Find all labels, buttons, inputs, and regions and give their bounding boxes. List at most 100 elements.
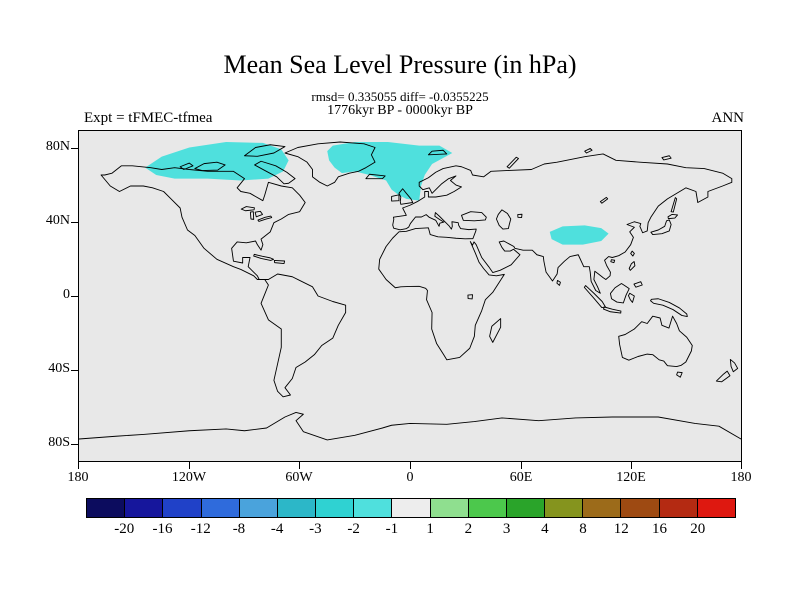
colorbar-tick-label: 8 bbox=[579, 521, 587, 537]
coastline-greenland bbox=[284, 141, 376, 187]
colorbar-cell bbox=[238, 499, 277, 517]
coastline-taiwan bbox=[630, 250, 635, 257]
colorbar-labels: -20 -16 -12 -8 -4 -3 -2 -1 1 2 3 4 8 12 … bbox=[86, 521, 736, 539]
coastline-new-siberian-islands bbox=[661, 155, 672, 161]
lake-aral bbox=[517, 213, 523, 218]
coastline-baffin-island bbox=[254, 160, 296, 185]
coastline-sakhalin bbox=[670, 197, 678, 213]
colorbar-tick-label: -20 bbox=[114, 521, 135, 537]
coastline-ellesmere-island bbox=[244, 144, 286, 157]
y-axis-label: 80S bbox=[48, 435, 70, 450]
colorbar-cell bbox=[162, 499, 201, 517]
coastline-sumatra bbox=[583, 285, 606, 309]
coastline-new-zealand-north bbox=[729, 358, 739, 373]
x-axis-label: 180 bbox=[730, 470, 752, 485]
anomaly-region-tibet bbox=[549, 225, 609, 245]
colorbar-cell bbox=[124, 499, 163, 517]
map-plot-area bbox=[78, 130, 742, 462]
coastline-australia bbox=[618, 315, 693, 368]
coastline-antarctica bbox=[79, 411, 741, 441]
axis-tick bbox=[71, 370, 78, 371]
axis-tick bbox=[71, 444, 78, 445]
anomaly-region-greenland-norwegian-sea bbox=[327, 142, 453, 201]
coastline-borneo bbox=[609, 283, 630, 304]
colorbar-tick-label: 12 bbox=[613, 521, 629, 537]
coastlines-layer bbox=[79, 141, 741, 441]
coastline-afro-eurasia bbox=[378, 153, 733, 361]
stats-line: rmsd= 0.335055 diff= -0.0355225 bbox=[311, 89, 489, 104]
coastline-new-guinea bbox=[650, 298, 688, 317]
x-axis-label: 60W bbox=[285, 470, 313, 485]
coastline-new-zealand-south bbox=[715, 370, 731, 383]
coastline-tasmania bbox=[676, 371, 683, 378]
colorbar-tick-label: 4 bbox=[541, 521, 549, 537]
colorbar bbox=[86, 498, 736, 518]
coastline-victoria-island bbox=[194, 161, 226, 172]
lake-victoria bbox=[467, 294, 473, 300]
colorbar-cell bbox=[544, 499, 583, 517]
world-map-svg bbox=[79, 131, 741, 461]
x-axis-label: 120W bbox=[171, 470, 207, 485]
coastline-luzon bbox=[628, 261, 636, 271]
anomaly-region-canadian-arctic bbox=[145, 142, 289, 181]
coastline-iceland bbox=[365, 173, 386, 180]
coastline-novaya-zemlya bbox=[506, 156, 519, 169]
y-axis-label: 80N bbox=[45, 139, 70, 154]
coastline-hispaniola bbox=[273, 259, 286, 265]
experiment-label: Expt = tFMEC-tfmea bbox=[84, 110, 213, 126]
colorbar-tick-label: 2 bbox=[464, 521, 473, 537]
colorbar-tick-label: -4 bbox=[270, 521, 284, 537]
colorbar-cell bbox=[315, 499, 354, 517]
coastline-caspian-sea bbox=[495, 209, 512, 230]
coastline-madagascar bbox=[489, 318, 502, 343]
lake-superior bbox=[240, 206, 255, 212]
coastline-britain bbox=[398, 188, 414, 205]
colorbar-cell bbox=[200, 499, 239, 517]
coastline-cuba bbox=[253, 253, 275, 261]
axis-tick bbox=[71, 222, 78, 223]
lake-erie-ontario bbox=[257, 215, 273, 222]
coastline-sri-lanka bbox=[556, 279, 561, 286]
coastline-hainan bbox=[610, 259, 616, 264]
axis-tick bbox=[631, 462, 632, 469]
anomaly-layer bbox=[145, 142, 609, 245]
coastline-honshu bbox=[650, 219, 672, 236]
y-axis-label: 40N bbox=[45, 213, 70, 228]
x-axis-label: 60E bbox=[509, 470, 533, 485]
colorbar-cell bbox=[582, 499, 621, 517]
axis-tick bbox=[189, 462, 190, 469]
colorbar-tick-label: 3 bbox=[502, 521, 511, 537]
colorbar-cell bbox=[467, 499, 506, 517]
coastline-mindanao bbox=[633, 281, 643, 288]
colorbar-cell bbox=[429, 499, 468, 517]
axis-tick bbox=[71, 296, 78, 297]
coastline-black-sea bbox=[461, 211, 487, 222]
y-axis-label: 40S bbox=[48, 361, 70, 376]
colorbar-tick-label: 16 bbox=[652, 521, 668, 537]
colorbar-tick-label: -16 bbox=[152, 521, 173, 537]
colorbar-cell bbox=[87, 499, 125, 517]
colorbar-tick-label: -12 bbox=[190, 521, 211, 537]
colorbar-tick-label: -2 bbox=[347, 521, 360, 537]
colorbar-cell bbox=[620, 499, 659, 517]
axis-tick bbox=[71, 148, 78, 149]
lake-michigan bbox=[249, 211, 255, 220]
colorbar-cell bbox=[658, 499, 697, 517]
colorbar-cell bbox=[505, 499, 545, 517]
coastline-ireland bbox=[391, 194, 400, 202]
coastline-sulawesi bbox=[628, 292, 635, 303]
axis-tick bbox=[78, 462, 79, 469]
x-axis-label: 120E bbox=[616, 470, 646, 485]
lake-huron bbox=[254, 210, 263, 218]
season-label: ANN bbox=[711, 110, 745, 126]
lake-baikal bbox=[599, 196, 609, 204]
axis-tick bbox=[299, 462, 300, 469]
x-axis-label: 0 bbox=[406, 470, 414, 485]
axis-tick bbox=[410, 462, 411, 469]
y-axis-label: 0 bbox=[63, 287, 70, 302]
coastline-hokkaido bbox=[667, 213, 679, 220]
coastline-banks-island bbox=[179, 162, 194, 170]
coastline-severnaya-zemlya bbox=[584, 147, 593, 154]
period-line: 1776kyr BP - 0000kyr BP bbox=[327, 103, 473, 118]
